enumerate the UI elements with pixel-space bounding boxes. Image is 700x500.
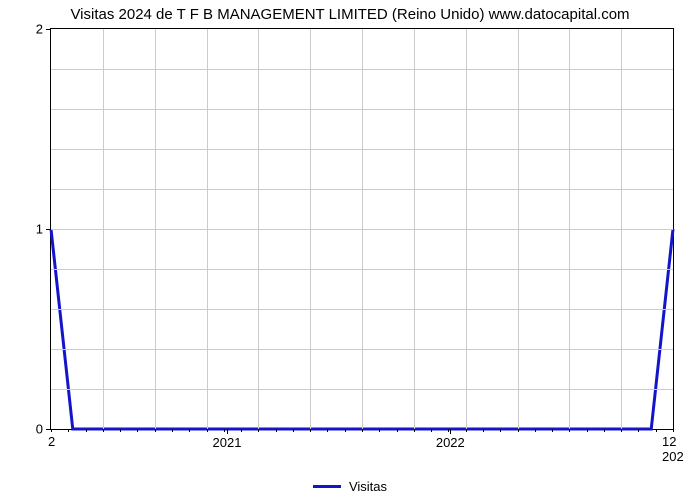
gridline-vertical	[310, 29, 311, 429]
x-minor-tick	[379, 429, 380, 432]
x-minor-tick	[51, 429, 52, 432]
y-tick-label: 0	[36, 422, 43, 437]
x-minor-tick	[656, 429, 657, 432]
y-tick-label: 2	[36, 22, 43, 37]
x-minor-tick	[241, 429, 242, 432]
x-minor-tick	[362, 429, 363, 432]
x-tick	[450, 429, 451, 434]
y-tick-label: 1	[36, 222, 43, 237]
x-minor-tick	[155, 429, 156, 432]
x-minor-tick	[103, 429, 104, 432]
y-tick	[46, 229, 51, 230]
x-minor-tick	[120, 429, 121, 432]
gridline-vertical	[569, 29, 570, 429]
gridline-vertical	[155, 29, 156, 429]
x-minor-tick	[189, 429, 190, 432]
gridline-vertical	[518, 29, 519, 429]
x-minor-tick	[137, 429, 138, 432]
x-minor-tick	[673, 429, 674, 432]
x-minor-tick	[448, 429, 449, 432]
x-tick-label: 2022	[436, 435, 465, 450]
gridline-vertical	[207, 29, 208, 429]
plot-area: 01220212022	[50, 28, 674, 430]
x-minor-tick	[293, 429, 294, 432]
x-axis-outer-left-label: 2	[48, 434, 55, 449]
x-tick-label: 2021	[213, 435, 242, 450]
x-minor-tick	[207, 429, 208, 432]
y-tick	[46, 29, 51, 30]
x-minor-tick	[621, 429, 622, 432]
x-minor-tick	[569, 429, 570, 432]
x-tick	[227, 429, 228, 434]
gridline-vertical	[466, 29, 467, 429]
x-minor-tick	[172, 429, 173, 432]
gridline-vertical	[414, 29, 415, 429]
x-minor-tick	[414, 429, 415, 432]
x-minor-tick	[224, 429, 225, 432]
x-minor-tick	[518, 429, 519, 432]
x-minor-tick	[604, 429, 605, 432]
x-minor-tick	[535, 429, 536, 432]
x-minor-tick	[638, 429, 639, 432]
x-minor-tick	[587, 429, 588, 432]
x-axis-outer-right-label: 12202	[662, 434, 684, 464]
legend-swatch	[313, 485, 341, 488]
x-minor-tick	[258, 429, 259, 432]
x-minor-tick	[483, 429, 484, 432]
x-minor-tick	[466, 429, 467, 432]
x-minor-tick	[310, 429, 311, 432]
legend: Visitas	[0, 479, 700, 494]
legend-label: Visitas	[349, 479, 387, 494]
x-minor-tick	[431, 429, 432, 432]
chart-title: Visitas 2024 de T F B MANAGEMENT LIMITED…	[0, 6, 700, 23]
gridline-vertical	[103, 29, 104, 429]
x-minor-tick	[500, 429, 501, 432]
x-minor-tick	[552, 429, 553, 432]
x-minor-tick	[86, 429, 87, 432]
gridline-vertical	[362, 29, 363, 429]
gridline-vertical	[621, 29, 622, 429]
x-minor-tick	[345, 429, 346, 432]
gridline-vertical	[258, 29, 259, 429]
x-minor-tick	[68, 429, 69, 432]
x-minor-tick	[397, 429, 398, 432]
x-minor-tick	[276, 429, 277, 432]
x-minor-tick	[327, 429, 328, 432]
